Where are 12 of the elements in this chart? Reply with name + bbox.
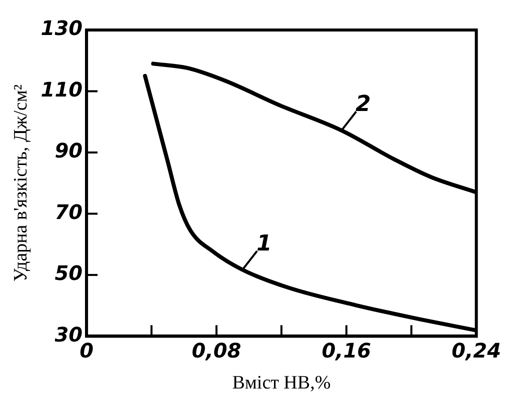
y-tick-label: 110	[40, 77, 83, 102]
series-label: 1	[256, 231, 272, 256]
series-label: 2	[356, 92, 371, 118]
x-axis-title: Вміст НВ,%	[232, 372, 331, 394]
x-tick-label: 0,24	[452, 338, 502, 362]
x-tick-label: 0,16	[322, 338, 372, 362]
y-tick-label: 90	[54, 138, 83, 163]
y-tick-label: 70	[54, 200, 83, 224]
y-axis-title: Ударна в'язкість, Дж/см²	[10, 84, 32, 282]
x-tick-label: 0,08	[192, 338, 242, 362]
y-tick-label: 50	[54, 261, 83, 286]
y-tick-label: 130	[40, 16, 83, 40]
